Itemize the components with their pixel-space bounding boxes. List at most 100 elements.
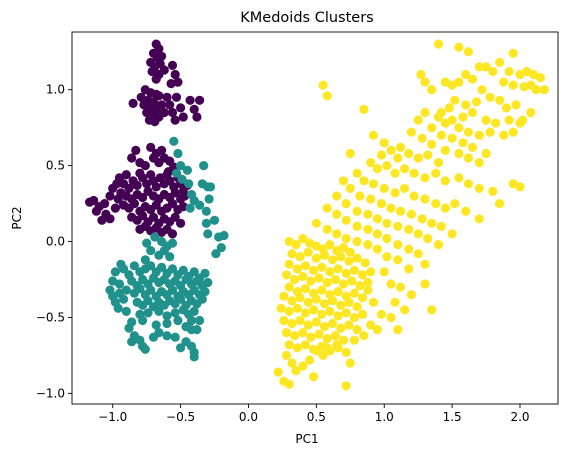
data-point-cluster-2	[390, 188, 400, 198]
data-point-cluster-2	[363, 224, 373, 234]
data-point-cluster-0	[171, 92, 182, 102]
data-point-cluster-2	[427, 305, 437, 315]
data-point-cluster-2	[318, 350, 328, 360]
data-point-cluster-2	[309, 265, 319, 275]
data-point-cluster-0	[105, 191, 115, 201]
data-point-cluster-2	[347, 276, 357, 286]
data-point-cluster-2	[341, 268, 351, 278]
data-point-cluster-2	[444, 103, 454, 113]
data-point-cluster-1	[189, 306, 199, 316]
data-point-cluster-2	[382, 252, 392, 262]
data-point-cluster-1	[203, 229, 213, 239]
data-point-cluster-2	[311, 317, 321, 327]
y-tick-label: 1.0	[46, 83, 65, 97]
data-point-cluster-1	[197, 294, 207, 304]
data-point-cluster-2	[357, 293, 368, 303]
data-point-cluster-2	[303, 320, 313, 330]
data-point-cluster-2	[344, 297, 354, 307]
data-point-cluster-2	[400, 164, 410, 174]
data-point-cluster-2	[427, 123, 437, 133]
data-point-cluster-2	[390, 168, 400, 178]
data-point-cluster-0	[178, 112, 188, 122]
data-point-cluster-2	[416, 69, 426, 80]
data-point-cluster-2	[467, 142, 478, 152]
data-point-cluster-2	[406, 290, 416, 300]
data-point-cluster-2	[349, 265, 359, 275]
data-point-cluster-2	[458, 138, 468, 148]
data-point-cluster-1	[140, 344, 150, 354]
data-point-cluster-2	[379, 267, 389, 277]
data-point-cluster-0	[167, 199, 178, 209]
data-point-cluster-2	[328, 318, 338, 329]
data-point-cluster-1	[146, 285, 156, 295]
data-point-cluster-2	[330, 331, 340, 341]
data-point-cluster-2	[458, 112, 468, 122]
data-point-cluster-2	[485, 92, 495, 102]
data-point-cluster-1	[216, 243, 226, 253]
data-point-cluster-1	[195, 200, 205, 210]
data-point-cluster-1	[151, 320, 161, 330]
data-point-cluster-2	[295, 293, 305, 303]
data-point-cluster-1	[203, 277, 213, 288]
data-point-cluster-2	[322, 224, 332, 234]
data-point-cluster-2	[284, 306, 294, 316]
data-point-cluster-1	[159, 246, 169, 256]
data-point-cluster-2	[440, 145, 450, 155]
data-point-cluster-0	[97, 215, 107, 225]
data-point-cluster-2	[318, 80, 328, 90]
data-point-cluster-2	[366, 320, 376, 330]
data-point-cluster-2	[379, 138, 389, 148]
data-point-cluster-2	[508, 48, 518, 58]
data-point-cluster-1	[184, 179, 194, 189]
data-point-cluster-1	[129, 261, 139, 271]
data-point-cluster-2	[368, 297, 378, 307]
data-point-cluster-2	[477, 85, 487, 95]
data-point-cluster-0	[170, 69, 180, 80]
data-point-cluster-2	[368, 130, 378, 140]
data-point-cluster-2	[376, 199, 387, 209]
data-point-cluster-0	[151, 200, 161, 210]
data-point-cluster-2	[379, 183, 389, 193]
data-point-cluster-1	[138, 315, 148, 326]
data-point-cluster-2	[319, 322, 330, 332]
data-point-cluster-2	[526, 107, 536, 118]
data-point-cluster-1	[170, 308, 180, 318]
data-point-cluster-2	[499, 77, 509, 87]
data-point-cluster-0	[170, 212, 180, 222]
data-point-cluster-2	[311, 253, 321, 263]
data-point-cluster-1	[176, 294, 186, 304]
data-point-cluster-1	[119, 264, 129, 274]
data-point-cluster-2	[300, 284, 311, 294]
data-point-cluster-1	[189, 352, 199, 362]
data-point-cluster-2	[305, 355, 315, 365]
data-point-cluster-2	[292, 303, 302, 313]
data-point-cluster-1	[171, 168, 182, 178]
data-point-cluster-2	[291, 240, 301, 250]
data-point-cluster-2	[413, 115, 423, 125]
data-point-cluster-2	[413, 249, 423, 259]
data-point-cluster-2	[376, 150, 387, 160]
data-point-cluster-0	[113, 194, 123, 204]
data-point-cluster-2	[325, 267, 335, 277]
data-point-cluster-0	[148, 212, 159, 222]
data-point-cluster-2	[431, 199, 441, 209]
data-point-cluster-1	[205, 182, 216, 192]
data-point-cluster-2	[330, 274, 340, 285]
data-point-cluster-2	[352, 236, 362, 247]
data-point-cluster-1	[167, 238, 178, 248]
points-layer	[85, 39, 550, 391]
data-point-cluster-2	[501, 103, 511, 113]
data-point-cluster-2	[341, 233, 351, 244]
data-point-cluster-0	[110, 203, 120, 213]
data-point-cluster-2	[454, 148, 464, 159]
data-point-cluster-2	[461, 100, 471, 110]
data-point-cluster-2	[423, 150, 433, 160]
data-point-cluster-2	[291, 366, 301, 376]
data-point-cluster-2	[279, 291, 289, 301]
data-point-cluster-2	[325, 306, 335, 316]
data-point-cluster-2	[395, 142, 406, 152]
data-point-cluster-0	[112, 179, 122, 189]
data-point-cluster-2	[349, 335, 359, 345]
data-point-cluster-0	[138, 192, 148, 203]
